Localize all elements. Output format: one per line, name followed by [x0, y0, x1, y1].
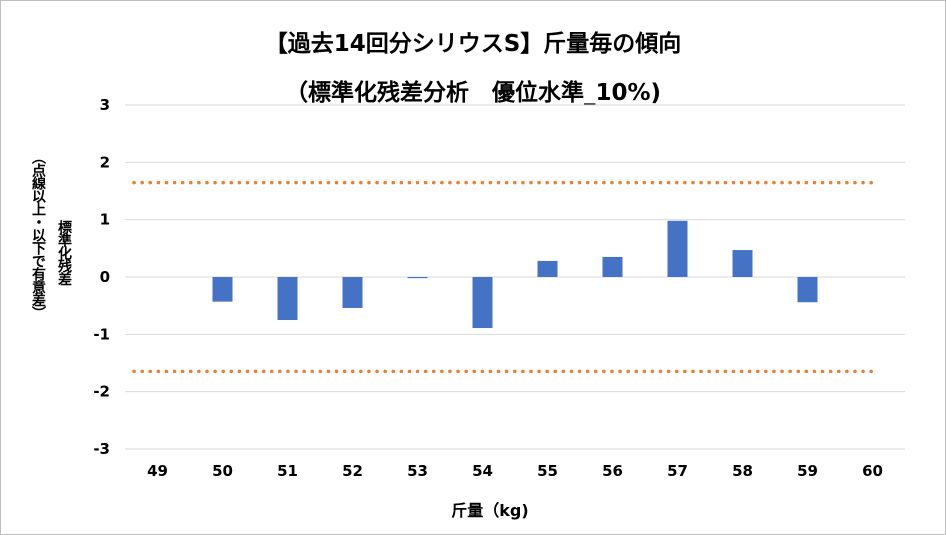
bar [732, 250, 753, 277]
y-tick-label: -1 [93, 325, 110, 343]
x-tick-label: 58 [732, 462, 753, 480]
x-tick-label: 54 [472, 462, 493, 480]
gridlines [125, 104, 905, 450]
x-tick-label: 53 [407, 462, 428, 480]
x-axis-label: 斤量（kg) [451, 501, 529, 520]
bar [342, 277, 363, 308]
bar [797, 277, 818, 303]
bar [537, 260, 558, 277]
x-tick-label: 51 [277, 462, 298, 480]
x-tick-label: 56 [602, 462, 623, 480]
y-axis-label: 標準化残差 （点線以上・以下で有意差） [16, 150, 86, 410]
bar [407, 277, 428, 279]
chart-subtitle: （標準化残差分析 優位水準_10%) [284, 80, 662, 106]
y-axis-label-line-1: 標準化残差 [56, 220, 72, 285]
x-tick-label: 59 [797, 462, 818, 480]
x-tick-label: 52 [342, 462, 363, 480]
bars [212, 220, 818, 329]
reference-lines [132, 180, 878, 374]
y-tick-label: 1 [100, 211, 110, 229]
bar [667, 220, 688, 277]
x-tick-labels: 49 50 51 52 53 54 55 56 57 58 59 60 [147, 462, 883, 480]
y-tick-labels: 3 2 1 0 -1 -2 -3 [93, 96, 110, 458]
y-tick-label: -3 [93, 440, 110, 458]
bar [212, 277, 233, 302]
y-tick-label: 0 [100, 268, 110, 286]
x-tick-label: 57 [667, 462, 688, 480]
x-tick-label: 55 [537, 462, 558, 480]
x-tick-label: 50 [212, 462, 233, 480]
y-axis-label-line-2: （点線以上・以下で有意差） [30, 150, 46, 319]
y-tick-label: 3 [100, 96, 110, 114]
x-tick-label: 60 [862, 462, 883, 480]
y-tick-label: -2 [93, 383, 110, 401]
chart-title: 【過去14回分シリウスS】斤量毎の傾向 [264, 31, 682, 57]
bar [602, 256, 623, 277]
bar [472, 277, 493, 329]
bar [277, 277, 298, 320]
y-tick-label: 2 [100, 153, 110, 171]
x-tick-label: 49 [147, 462, 168, 480]
